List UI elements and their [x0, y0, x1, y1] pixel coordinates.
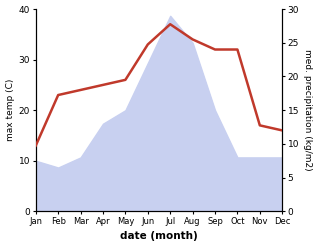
Y-axis label: max temp (C): max temp (C): [5, 79, 15, 141]
Y-axis label: med. precipitation (kg/m2): med. precipitation (kg/m2): [303, 49, 313, 171]
X-axis label: date (month): date (month): [120, 231, 198, 242]
